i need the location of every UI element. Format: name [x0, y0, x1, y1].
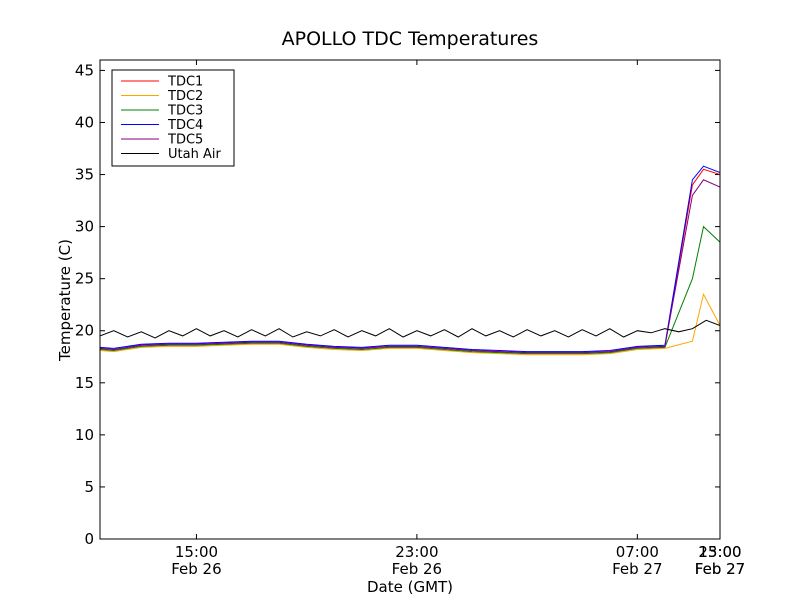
y-tick-label: 20 [75, 322, 94, 340]
legend-label: TDC1 [167, 75, 203, 90]
series-line-utah-air [100, 319, 720, 339]
x-tick-time-label: 07:00 [616, 543, 659, 561]
x-tick-date-label: Feb 27 [695, 560, 745, 578]
y-axis: 0 5 10 15 20 25 30 35 40 45 [75, 61, 720, 548]
x-tick-date-label: Feb 27 [612, 560, 662, 578]
x-tick-date-label: Feb 27 [695, 560, 745, 578]
y-tick-label: 5 [84, 478, 94, 496]
series-lines [100, 165, 720, 356]
legend-label: TDC2 [167, 89, 203, 104]
legend-box [111, 69, 235, 167]
y-tick-label: 35 [75, 166, 94, 184]
legend-label: TDC5 [167, 133, 203, 148]
x-tick-time-label: 15:00 [175, 543, 218, 561]
y-tick-label: 40 [75, 113, 94, 131]
x-tick-time-label: 15:00 [698, 543, 741, 561]
y-tick-label: 30 [75, 218, 94, 236]
y-tick-label: 0 [84, 530, 94, 548]
y-axis-label: Temperature (C) [56, 239, 74, 362]
x-tick-date-label: Feb 26 [392, 560, 442, 578]
chart-title: APOLLO TDC Temperatures [282, 28, 539, 50]
series-line-tdc2 [100, 292, 720, 356]
y-tick-label: 10 [75, 426, 94, 444]
x-axis-label: Date (GMT) [367, 578, 453, 596]
series-line-tdc4 [100, 165, 720, 353]
x-tick-time-label: 23:00 [698, 543, 741, 561]
y-tick-label: 15 [75, 374, 94, 392]
y-tick-label: 25 [75, 270, 94, 288]
series-line-tdc5 [100, 179, 720, 354]
y-tick-label: 45 [75, 61, 94, 79]
legend-label: TDC4 [167, 118, 203, 133]
x-tick-time-label: 23:00 [395, 543, 438, 561]
x-tick-date-label: Feb 26 [171, 560, 221, 578]
series-line-tdc3 [100, 225, 720, 355]
plot-frame [99, 59, 721, 540]
legend-label: Utah Air [168, 147, 221, 162]
legend-label: TDC3 [167, 104, 203, 119]
